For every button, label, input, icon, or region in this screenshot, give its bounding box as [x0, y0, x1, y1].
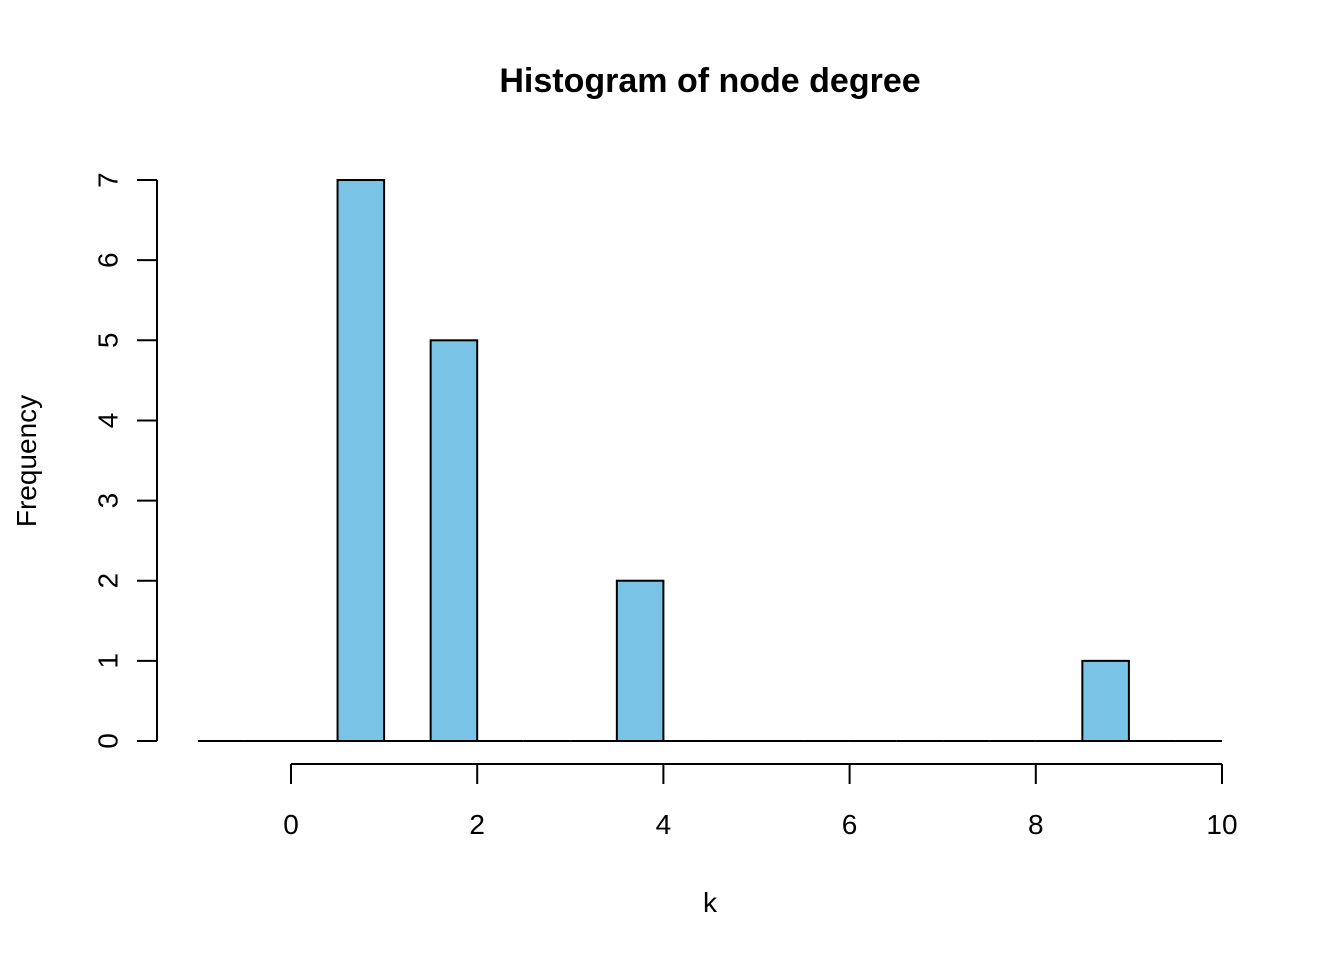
y-tick-label: 4: [93, 413, 124, 429]
histogram-bar: [336, 179, 386, 742]
y-tick-label: 3: [93, 493, 124, 509]
histogram-bar: [429, 339, 479, 742]
x-axis: 0 2 4 6 8 10: [283, 763, 1238, 840]
y-tick-label: 5: [93, 333, 124, 349]
x-tick-label: 2: [469, 809, 485, 840]
y-tick-label: 0: [93, 733, 124, 749]
y-tick-label: 1: [93, 653, 124, 669]
x-tick-label: 0: [283, 809, 299, 840]
x-tick-label: 8: [1028, 809, 1044, 840]
x-axis-label: k: [703, 887, 718, 918]
x-tick-label: 6: [842, 809, 858, 840]
bars-group: [197, 179, 1222, 742]
y-tick-label: 6: [93, 252, 124, 268]
histogram-bar: [615, 579, 665, 742]
chart-title: Histogram of node degree: [499, 62, 920, 100]
histogram-bar: [1081, 659, 1130, 742]
y-axis: 0 1 2 3 4 5 6 7: [93, 172, 158, 749]
x-tick-label: 10: [1206, 809, 1237, 840]
y-axis-label: Frequency: [11, 395, 42, 527]
y-tick-label: 7: [93, 172, 124, 188]
x-tick-label: 4: [656, 809, 672, 840]
y-tick-label: 2: [93, 573, 124, 589]
